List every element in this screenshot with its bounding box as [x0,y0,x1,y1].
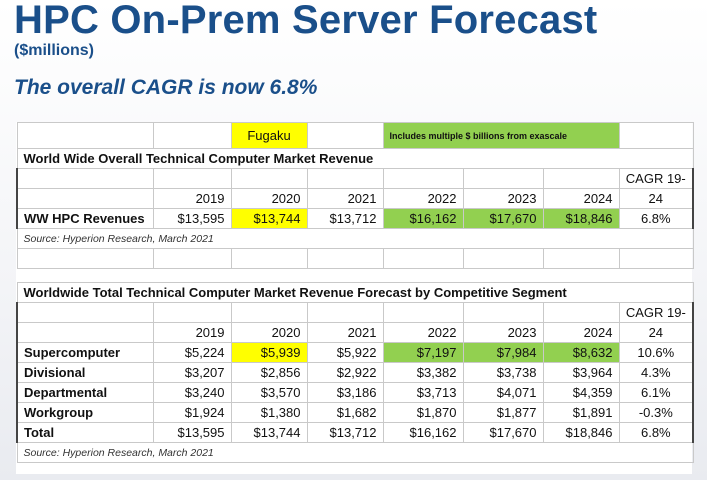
cell-value-exascale: $8,632 [542,342,620,363]
table1-source: Source: Hyperion Research, March 2021 [16,228,694,249]
cell-value: $4,359 [542,382,620,403]
cell-value: $16,162 [382,422,464,443]
cell-value: $3,207 [152,362,232,383]
cell-value: $13,712 [306,208,384,229]
cell-value-exascale: $17,670 [462,208,544,229]
cell-value: $1,891 [542,402,620,423]
page-title: HPC On-Prem Server Forecast [14,0,598,42]
spreadsheet: Fugaku Includes multiple $ billions from… [16,122,695,474]
table2-title-row: Worldwide Total Technical Computer Marke… [16,282,694,303]
cell-value: $5,224 [152,342,232,363]
cell-value-exascale: $7,984 [462,342,544,363]
cell-value: $3,382 [382,362,464,383]
cagr-statement: The overall CAGR is now 6.8% [14,76,318,99]
table2-source-row: Source: Hyperion Research, March 2021 [16,442,694,463]
cell-value: $3,713 [382,382,464,403]
table2-year: 2024 [542,322,620,343]
table-row-divisional: Divisional $3,207 $2,856 $2,922 $3,382 $… [16,362,695,383]
table1-data-row: WW HPC Revenues $13,595 $13,744 $13,712 … [16,208,695,229]
table-row-workgroup: Workgroup $1,924 $1,380 $1,682 $1,870 $1… [16,402,695,423]
cell-cagr: 6.8% [618,422,695,443]
row-label: Workgroup [16,402,154,423]
table1-cagr-row: CAGR 19- [16,168,695,189]
table2-source: Source: Hyperion Research, March 2021 [16,442,694,463]
table2-year: 2023 [462,322,544,343]
cell-value: $17,670 [462,422,544,443]
cell-value: $4,071 [462,382,544,403]
row-label: Divisional [16,362,154,383]
cell-cagr: 6.8% [618,208,695,229]
page-subtitle: ($millions) [14,42,95,59]
table1-title-row: World Wide Overall Technical Computer Ma… [16,148,694,169]
cell-value-fugaku: $5,939 [230,342,308,363]
spacer-row [16,248,694,269]
table-row-total: Total $13,595 $13,744 $13,712 $16,162 $1… [16,422,695,443]
cell-value: $3,738 [462,362,544,383]
table2-title: Worldwide Total Technical Computer Marke… [16,282,694,303]
cell-value: $3,240 [152,382,232,403]
table2-cagr-header-2: 24 [618,322,695,343]
exascale-note: Includes multiple $ billions from exasca… [382,122,620,149]
cell-cagr: 4.3% [618,362,695,383]
cell-value: $2,922 [306,362,384,383]
table1-source-row: Source: Hyperion Research, March 2021 [16,228,694,249]
cell-value: $1,877 [462,402,544,423]
cell-value: $1,682 [306,402,384,423]
row-label-ww-hpc: WW HPC Revenues [16,208,154,229]
table2-year: 2021 [306,322,384,343]
table1-year: 2019 [152,188,232,209]
cell-value-exascale: $16,162 [382,208,464,229]
table2-year: 2019 [152,322,232,343]
table-ww-overall: Fugaku Includes multiple $ billions from… [16,122,695,269]
cell-cagr: 6.1% [618,382,695,403]
table1-year: 2022 [382,188,464,209]
cell-value: $3,964 [542,362,620,383]
row-label: Supercomputer [16,342,154,363]
cell-value: $3,186 [306,382,384,403]
table-by-segment: Worldwide Total Technical Computer Marke… [16,282,695,463]
cell-cagr: 10.6% [618,342,695,363]
table1-year: 2020 [230,188,308,209]
cell-value: $5,922 [306,342,384,363]
row-label: Departmental [16,382,154,403]
cell-value: $3,570 [230,382,308,403]
table-row-departmental: Departmental $3,240 $3,570 $3,186 $3,713… [16,382,695,403]
table2-cagr-header-1: CAGR 19- [618,302,695,323]
cell-value: $1,924 [152,402,232,423]
cell-value: $13,744 [230,422,308,443]
table1-year-row: 2019 2020 2021 2022 2023 2024 24 [16,188,695,209]
cell-value: $13,595 [152,422,232,443]
cell-value: $18,846 [542,422,620,443]
cell-value: $1,380 [230,402,308,423]
table1-year: 2024 [542,188,620,209]
table1-cagr-header-2: 24 [618,188,695,209]
table1-year: 2021 [306,188,384,209]
table2-year-row: 2019 2020 2021 2022 2023 2024 24 [16,322,695,343]
table-row-supercomputer: Supercomputer $5,224 $5,939 $5,922 $7,19… [16,342,695,363]
table2-year: 2020 [230,322,308,343]
cell-value: $13,595 [152,208,232,229]
cell-value-exascale: $18,846 [542,208,620,229]
table1-year: 2023 [462,188,544,209]
row-label: Total [16,422,154,443]
fugaku-label: Fugaku [230,122,308,149]
cell-value: $1,870 [382,402,464,423]
annotation-row: Fugaku Includes multiple $ billions from… [16,122,694,149]
cell-value-exascale: $7,197 [382,342,464,363]
table2-cagr-row: CAGR 19- [16,302,695,323]
cell-value: $2,856 [230,362,308,383]
cell-cagr: -0.3% [618,402,695,423]
cell-value: $13,712 [306,422,384,443]
table1-cagr-header-1: CAGR 19- [618,168,695,189]
table2-year: 2022 [382,322,464,343]
cell-value-fugaku: $13,744 [230,208,308,229]
table1-title: World Wide Overall Technical Computer Ma… [16,148,694,169]
